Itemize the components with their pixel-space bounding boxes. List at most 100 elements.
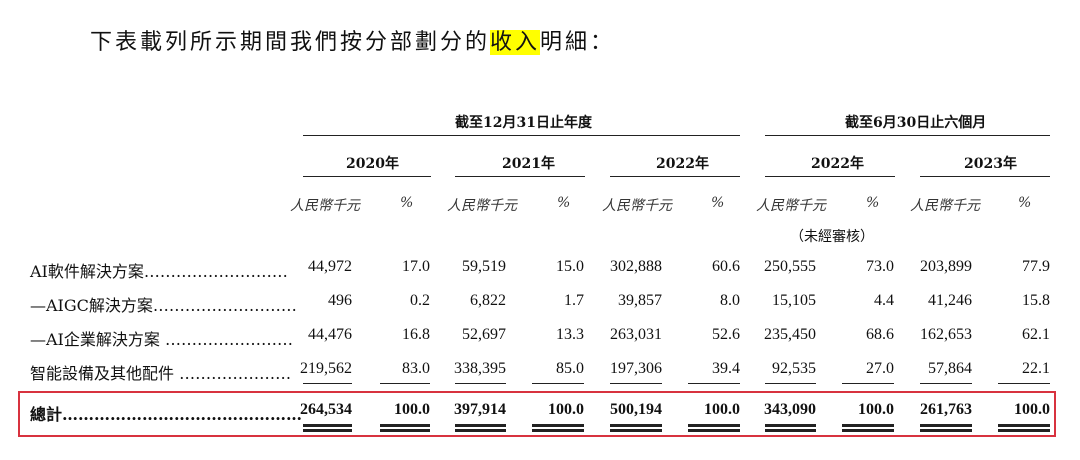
- percent-cell: 77.9: [1022, 258, 1050, 275]
- subtotal-rule: [688, 383, 740, 384]
- amount-cell: 162,653: [920, 326, 972, 343]
- percent-cell: 27.0: [866, 360, 894, 377]
- unit-amount: 人民幣千元: [756, 198, 826, 214]
- group-rule-six-months: [765, 135, 1050, 136]
- year-header-2022: 2022年: [656, 156, 709, 172]
- amount-cell: 197,306: [610, 360, 662, 377]
- amount-cell: 496: [328, 292, 352, 309]
- total-double-rule: [380, 429, 430, 432]
- amount-cell: 338,395: [454, 360, 506, 377]
- subtotal-rule: [920, 383, 972, 384]
- unit-pct: %: [866, 195, 880, 211]
- amount-cell: 57,864: [928, 360, 972, 377]
- percent-cell: 8.0: [720, 292, 740, 309]
- total-double-rule: [303, 429, 352, 432]
- row-label: —AIGC解決方案………………………: [30, 296, 297, 315]
- total-double-rule: [455, 424, 506, 427]
- amount-cell: 263,031: [610, 326, 662, 343]
- total-percent-cell: 100.0: [704, 401, 740, 418]
- percent-cell: 83.0: [402, 360, 430, 377]
- year-header-2023-h1: 2023年: [964, 156, 1017, 172]
- group-rule-year: [303, 135, 740, 136]
- percent-cell: 62.1: [1022, 326, 1050, 343]
- subtotal-rule: [842, 383, 894, 384]
- amount-cell: 59,519: [462, 258, 506, 275]
- intro-before: 下表載列所示期間我們按分部劃分的: [90, 30, 491, 55]
- total-double-rule: [610, 429, 662, 432]
- percent-cell: 60.6: [712, 258, 740, 275]
- unit-amount: 人民幣千元: [447, 198, 517, 214]
- row-label: —AI企業解決方案 ……………………: [30, 330, 293, 349]
- total-double-rule: [303, 424, 352, 427]
- total-double-rule: [380, 424, 430, 427]
- percent-cell: 17.0: [402, 258, 430, 275]
- intro-text: 下表載列所示期間我們按分部劃分的收入明細：: [90, 24, 615, 56]
- unit-pct: %: [557, 195, 571, 211]
- amount-cell: 52,697: [462, 326, 506, 343]
- intro-after: 明細：: [540, 30, 616, 55]
- total-double-rule: [455, 429, 506, 432]
- amount-cell: 203,899: [920, 258, 972, 275]
- year-header-2021: 2021年: [502, 156, 555, 172]
- total-double-rule: [765, 429, 816, 432]
- unaudited-note: （未經審核）: [790, 229, 874, 245]
- total-amount-cell: 261,763: [920, 401, 972, 418]
- unit-pct: %: [1018, 195, 1032, 211]
- unit-amount: 人民幣千元: [602, 198, 672, 214]
- total-double-rule: [610, 424, 662, 427]
- total-double-rule: [998, 424, 1050, 427]
- amount-cell: 44,972: [308, 258, 352, 275]
- total-double-rule: [920, 429, 972, 432]
- year-rule: [765, 176, 895, 177]
- amount-cell: 219,562: [300, 360, 352, 377]
- percent-cell: 52.6: [712, 326, 740, 343]
- total-amount-cell: 343,090: [764, 401, 816, 418]
- percent-cell: 1.7: [564, 292, 584, 309]
- total-double-rule: [998, 429, 1050, 432]
- intro-highlight: 收入: [490, 30, 541, 55]
- subtotal-rule: [303, 383, 352, 384]
- subtotal-rule: [610, 383, 662, 384]
- total-amount-cell: 500,194: [610, 401, 662, 418]
- amount-cell: 92,535: [772, 360, 816, 377]
- percent-cell: 15.0: [556, 258, 584, 275]
- unit-pct: %: [711, 195, 725, 211]
- total-percent-cell: 100.0: [394, 401, 430, 418]
- total-amount-cell: 397,914: [454, 401, 506, 418]
- total-double-rule: [532, 429, 584, 432]
- amount-cell: 41,246: [928, 292, 972, 309]
- total-percent-cell: 100.0: [858, 401, 894, 418]
- percent-cell: 22.1: [1022, 360, 1050, 377]
- row-label: 智能設備及其他配件 …………………: [30, 364, 292, 383]
- year-header-2020: 2020年: [346, 156, 399, 172]
- subtotal-rule: [455, 383, 506, 384]
- total-double-rule: [688, 429, 740, 432]
- amount-cell: 39,857: [618, 292, 662, 309]
- total-double-rule: [765, 424, 816, 427]
- total-amount-cell: 264,534: [300, 401, 352, 418]
- year-rule: [303, 176, 431, 177]
- year-rule: [455, 176, 585, 177]
- subtotal-rule: [380, 383, 430, 384]
- total-percent-cell: 100.0: [1014, 401, 1050, 418]
- year-rule: [920, 176, 1050, 177]
- percent-cell: 85.0: [556, 360, 584, 377]
- percent-cell: 0.2: [410, 292, 430, 309]
- percent-cell: 16.8: [402, 326, 430, 343]
- amount-cell: 6,822: [470, 292, 506, 309]
- total-double-rule: [688, 424, 740, 427]
- group-header-six-months: 截至6月30日止六個月: [845, 115, 987, 131]
- amount-cell: 250,555: [764, 258, 816, 275]
- total-double-rule: [920, 424, 972, 427]
- row-label: AI軟件解決方案………………………: [30, 262, 288, 281]
- amount-cell: 15,105: [772, 292, 816, 309]
- percent-cell: 68.6: [866, 326, 894, 343]
- total-double-rule: [842, 424, 894, 427]
- percent-cell: 73.0: [866, 258, 894, 275]
- group-header-year: 截至12月31日止年度: [455, 115, 592, 131]
- unit-pct: %: [400, 195, 414, 211]
- unit-amount: 人民幣千元: [290, 198, 360, 214]
- percent-cell: 4.4: [874, 292, 894, 309]
- percent-cell: 15.8: [1022, 292, 1050, 309]
- percent-cell: 13.3: [556, 326, 584, 343]
